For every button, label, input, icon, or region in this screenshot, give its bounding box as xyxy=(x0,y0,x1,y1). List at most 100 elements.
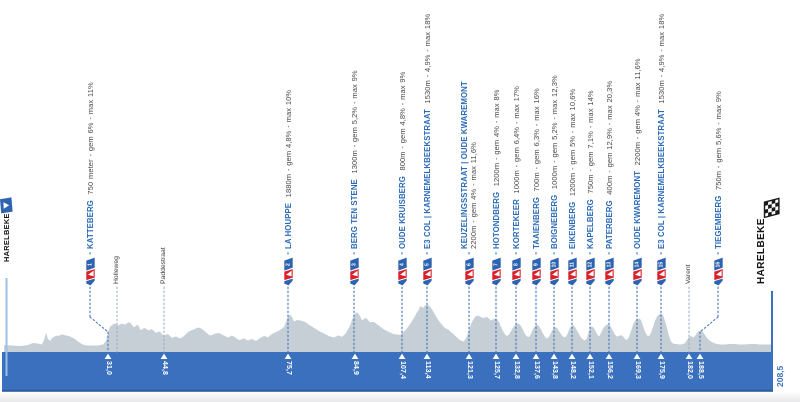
climb-stats: 1000m - gem 5,2% - max 12,3% xyxy=(549,75,559,195)
climb-stats: 1880m - gem 4,8% - max 10% xyxy=(283,89,293,203)
km-marker-label: 143,8 xyxy=(550,361,558,380)
start-city-label: HARELBEKE xyxy=(2,213,11,262)
km-marker-label: 182,0 xyxy=(685,361,693,380)
svg-text:12: 12 xyxy=(587,262,593,268)
elevation-profile-area xyxy=(4,304,772,352)
km-marker-arrow xyxy=(284,353,292,359)
climb-flag-icon: 16 xyxy=(713,257,724,286)
climb-name: LA HOUPPE xyxy=(283,202,293,249)
climb-flag-icon: 11 xyxy=(567,257,578,286)
climb-name: KAPELBERG xyxy=(585,199,595,249)
climb-stats: 700m - gem 6,3% - max 16% xyxy=(531,88,541,198)
climb-name: E3 COL | KARNEMELKBEEKSTRAAT xyxy=(422,109,432,249)
street-label-varent: Varent xyxy=(685,264,692,284)
distance-band-edge xyxy=(2,389,773,392)
climb-label-e3-col-karnemelkbeekstraat: E3 COL | KARNEMELKBEEKSTRAAT 1530m - 4,9… xyxy=(657,14,666,249)
climb-flag-icon: 13 xyxy=(604,257,615,286)
km-marker-arrow xyxy=(104,353,112,359)
climb-flag-icon: 3 xyxy=(349,257,360,286)
svg-text:16: 16 xyxy=(715,262,721,268)
street-label-paddestraat: Paddestraat xyxy=(160,247,167,284)
km-marker-arrow xyxy=(398,353,406,359)
km-marker-label: 113,4 xyxy=(423,361,431,379)
leader-dotted-line xyxy=(699,316,719,333)
climb-name: TIEGEMBERG xyxy=(713,195,723,249)
finish-checkered-flag-icon xyxy=(763,196,783,221)
climb-stats: 1200m - gem 5% - max 10,6% xyxy=(567,88,577,202)
climb-name: KATTEBERG xyxy=(85,200,95,249)
km-marker-label: 31,0 xyxy=(104,361,112,376)
climb-stats: 400m - gem 12,9% - max 20,3% xyxy=(604,80,614,201)
street-label-holleweg: Holleweg xyxy=(113,256,120,284)
climb-flag-icon: 8 xyxy=(511,257,522,286)
climb-stats: 2200m - gem 4% - max 11,6% xyxy=(632,58,642,171)
climb-label-la-houppe: LA HOUPPE 1880m - gem 4,8% - max 10% xyxy=(284,90,293,249)
climb-label-hotondberg: HOTONDBERG 1200m - gem 4% - max 8% xyxy=(492,89,501,249)
climb-name: KORTEKEER xyxy=(511,199,521,249)
km-marker-label: 156,2 xyxy=(605,361,613,380)
climb-flag-icon: 7 xyxy=(491,257,502,286)
climb-flag-icon: 1 xyxy=(85,257,96,286)
km-marker-arrow xyxy=(492,353,500,359)
km-marker-label: 84,9 xyxy=(351,361,359,376)
svg-text:3: 3 xyxy=(351,263,357,266)
climb-stats: 750m - gem 7,1% - max 14% xyxy=(585,90,595,200)
climb-flag-icon: 2 xyxy=(283,257,294,286)
climb-label-katteberg: KATTEBERG 750 meter - gem 6% - max 11% xyxy=(86,82,95,249)
svg-text:15: 15 xyxy=(658,262,664,268)
climb-name: BOIGNEBERG xyxy=(549,194,559,249)
km-marker-label: 125,7 xyxy=(492,361,500,380)
climb-label-oude-kruisberg: OUDE KRUISBERG 800m - gem 4,8% - max 9% xyxy=(398,72,407,249)
climb-flag-icon: 14 xyxy=(632,257,643,286)
svg-text:14: 14 xyxy=(634,262,640,268)
climb-name: TAAIENBERG xyxy=(531,197,541,249)
km-marker-arrow xyxy=(685,353,693,359)
km-marker-label: 107,4 xyxy=(398,361,406,380)
climb-label-berg-ten-stene: BERG TEN STENE 1300m - gem 5,2% - max 9% xyxy=(350,70,359,249)
climb-flag-icon: 5 xyxy=(422,257,433,286)
climb-name: E3 COL | KARNEMELKBEEKSTRAAT xyxy=(656,109,666,249)
climb-stats: 750m - gem 5,6% - max 9% xyxy=(713,91,723,196)
climb-flag-icon: 15 xyxy=(656,257,667,286)
distance-band xyxy=(2,352,773,391)
km-marker-arrow xyxy=(532,353,540,359)
km-marker-arrow xyxy=(550,353,558,359)
svg-text:7: 7 xyxy=(493,263,499,266)
km-marker-label: 188,5 xyxy=(696,361,704,380)
climb-name: KEUZELINGSSTRAAT | OUDE KWAREMONT xyxy=(460,81,469,249)
km-marker-arrow xyxy=(512,353,520,359)
svg-text:8: 8 xyxy=(513,263,519,266)
climb-label-eikenberg: EIKENBERG 1200m - gem 5% - max 10,6% xyxy=(568,89,577,249)
svg-text:2: 2 xyxy=(285,263,291,266)
climb-label-kapelberg: KAPELBERG 750m - gem 7,1% - max 14% xyxy=(586,90,595,249)
svg-text:9: 9 xyxy=(533,263,539,266)
km-marker-label: 175,9 xyxy=(657,361,665,380)
climb-stats: 1200m - gem 4% - max 8% xyxy=(491,89,501,192)
climb-label-keuzelingsstraat-oude-kwaremont: KEUZELINGSSTRAAT | OUDE KWAREMONT 2200m -… xyxy=(460,81,478,249)
climb-stats: 800m - gem 4,8% - max 9% xyxy=(397,71,407,177)
climb-stats: 1530m - 4,9% - max 18% xyxy=(422,13,432,110)
climb-label-tiegemberg: TIEGEMBERG 750m - gem 5,6% - max 9% xyxy=(714,91,723,249)
start-flag-icon xyxy=(0,197,14,215)
climb-label-paterberg: PATERBERG 400m - gem 12,9% - max 20,3% xyxy=(605,81,614,249)
climb-label-taaienberg: TAAIENBERG 700m - gem 6,3% - max 16% xyxy=(532,88,541,249)
band-shadow xyxy=(0,392,800,402)
climb-name: EIKENBERG xyxy=(567,201,577,249)
climb-stats: 2200m - gem 4% - max 11,6% xyxy=(469,142,478,249)
km-marker-arrow xyxy=(568,353,576,359)
climb-flag-icon: 4 xyxy=(397,257,408,286)
km-marker-arrow xyxy=(351,353,359,359)
climb-flag-icon: 6 xyxy=(464,257,475,286)
km-marker-arrow xyxy=(423,353,431,359)
km-marker-label: 152,1 xyxy=(586,361,594,380)
svg-text:6: 6 xyxy=(466,263,472,266)
climb-flag-icon: 9 xyxy=(531,257,542,286)
climb-name: HOTONDBERG xyxy=(491,191,501,249)
svg-text:13: 13 xyxy=(606,262,612,268)
svg-text:10: 10 xyxy=(551,262,557,268)
total-distance-label: 208,5 xyxy=(775,365,785,387)
climb-name: OUDE KWAREMONT xyxy=(632,170,642,249)
km-marker-arrow xyxy=(696,353,704,359)
